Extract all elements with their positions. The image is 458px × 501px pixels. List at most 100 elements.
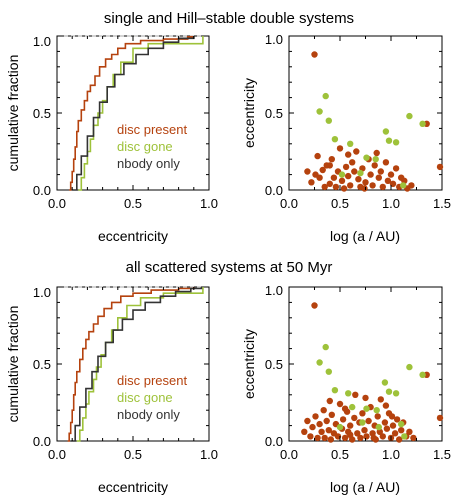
legend-disc-present: disc present xyxy=(117,373,187,388)
scatter-point-disc-present xyxy=(410,434,417,442)
scatter-point-disc-gone xyxy=(382,128,390,135)
scatter-point-disc-present xyxy=(309,423,316,431)
scatter-point-disc-present xyxy=(388,413,396,420)
scatter-point-disc-gone xyxy=(347,140,354,147)
scatter-point-disc-gone xyxy=(398,420,405,428)
scatter-point-disc-gone xyxy=(331,387,339,394)
scatter-point-disc-gone xyxy=(322,343,329,351)
scatter-point-disc-present xyxy=(347,422,354,429)
cdf-y-tick-marks xyxy=(57,286,209,442)
scatter-point-disc-present xyxy=(336,400,344,408)
scatter-point-disc-present xyxy=(311,302,318,309)
cdf-line-disc-present xyxy=(69,36,195,191)
scatter-y-tick-label: 0.0 xyxy=(265,183,283,198)
scatter-panel: 0.0 0.5 1.0 1.5 0.0 0.5 1.0 log (a / AU)… xyxy=(241,32,451,244)
scatter-point-disc-present xyxy=(387,171,395,178)
scatter-point-disc-present xyxy=(351,414,358,422)
scatter-point-disc-gone xyxy=(349,403,356,411)
scatter-x-tick-label: 0.5 xyxy=(331,196,349,211)
scatter-point-disc-present xyxy=(304,417,311,425)
scatter-point-disc-present xyxy=(393,416,401,423)
scatter-point-disc-present xyxy=(361,185,368,192)
scatter-point-disc-present xyxy=(374,413,381,420)
scatter-point-disc-gone xyxy=(345,390,352,397)
scatter-point-disc-present xyxy=(326,162,333,169)
scatter-point-disc-gone xyxy=(325,368,332,375)
cdf-line-disc-present xyxy=(67,287,195,442)
scatter-point-disc-present xyxy=(327,436,334,443)
scatter-point-disc-present xyxy=(391,430,399,437)
cdf-y-tick-label: 1.0 xyxy=(33,34,51,49)
scatter-point-disc-gone xyxy=(373,407,380,414)
cdf-y-tick-marks xyxy=(57,35,209,191)
scatter-x-tick-label: 1.5 xyxy=(433,447,451,462)
scatter-point-disc-gone xyxy=(338,171,346,178)
scatter-point-disc-present xyxy=(311,51,318,58)
scatter-plot-frame xyxy=(288,286,443,442)
scatter-point-disc-present xyxy=(363,433,370,440)
scatter-point-disc-present xyxy=(336,145,344,152)
scatter-y-axis-label: eccentricity xyxy=(241,329,257,399)
scatter-point-disc-present xyxy=(332,183,340,191)
cdf-x-tick-marks xyxy=(56,36,210,190)
scatter-y-tick-label: 0.0 xyxy=(265,434,283,449)
cdf-x-tick-label: 0.5 xyxy=(124,447,142,462)
scatter-point-disc-present xyxy=(345,172,352,180)
scatter-point-disc-present xyxy=(338,177,346,184)
scatter-point-disc-present xyxy=(384,177,392,184)
scatter-x-tick-label: 0.0 xyxy=(280,196,298,211)
scatter-x-tick-label: 0.0 xyxy=(280,447,298,462)
scatter-point-disc-gone xyxy=(322,92,329,100)
scatter-point-disc-present xyxy=(352,391,359,398)
scatter-point-disc-present xyxy=(351,168,358,175)
scatter-point-disc-present xyxy=(349,159,356,166)
cdf-x-tick-label: 1.0 xyxy=(200,196,218,211)
scatter-point-disc-present xyxy=(370,434,377,442)
scatter-point-disc-present xyxy=(312,413,319,420)
scatter-point-disc-present xyxy=(345,151,352,158)
cdf-panel: 0.0 0.5 1.0 0.0 0.5 1.0 eccentricity cum… xyxy=(5,34,218,244)
scatter-point-disc-present xyxy=(369,182,376,189)
scatter-point-disc-present xyxy=(379,183,386,191)
cdf-series-layer xyxy=(67,287,204,442)
scatter-point-disc-present xyxy=(341,434,349,442)
scatter-point-disc-gone xyxy=(357,169,364,177)
scatter-point-disc-present xyxy=(323,417,330,425)
scatter-point-disc-present xyxy=(362,179,369,186)
scatter-point-disc-gone xyxy=(385,137,393,144)
cdf-y-tick-label: 0.0 xyxy=(33,434,51,449)
cdf-x-tick-label: 0.0 xyxy=(48,196,66,211)
cdf-x-tick-label: 1.0 xyxy=(200,447,218,462)
scatter-x-tick-label: 1.0 xyxy=(382,196,400,211)
scatter-y-tick-label: 0.5 xyxy=(265,357,283,372)
scatter-point-disc-present xyxy=(330,174,338,181)
legend-disc-present: disc present xyxy=(117,122,187,137)
scatter-point-disc-present xyxy=(436,414,444,422)
cdf-x-tick-marks xyxy=(56,287,210,441)
scatter-point-disc-present xyxy=(355,176,362,183)
scatter-panel: 0.0 0.5 1.0 1.5 0.0 0.5 1.0 log (a / AU)… xyxy=(241,283,451,495)
scatter-point-disc-present xyxy=(304,168,311,175)
legend-disc-gone: disc gone xyxy=(117,390,173,405)
scatter-plot-frame xyxy=(288,35,443,191)
scatter-point-disc-present xyxy=(396,436,403,443)
scatter-point-disc-gone xyxy=(406,363,413,371)
cdf-y-tick-label: 1.0 xyxy=(33,285,51,300)
row-title: single and Hill–stable double systems xyxy=(104,10,354,27)
scatter-point-disc-gone xyxy=(375,423,382,431)
scatter-point-disc-present xyxy=(408,182,415,189)
scatter-point-disc-present xyxy=(326,397,333,405)
scatter-point-disc-present xyxy=(326,180,333,187)
scatter-point-disc-gone xyxy=(325,117,332,124)
scatter-point-disc-present xyxy=(340,185,348,192)
scatter-point-disc-present xyxy=(328,411,335,418)
scatter-point-disc-present xyxy=(328,156,335,163)
scatter-y-tick-marks xyxy=(289,35,442,191)
scatter-point-disc-present xyxy=(314,152,321,160)
scatter-point-disc-gone xyxy=(400,182,407,189)
scatter-point-disc-gone xyxy=(316,359,323,366)
scatter-point-disc-gone xyxy=(316,108,323,115)
cdf-y-tick-label: 0.5 xyxy=(33,357,51,372)
scatter-points-layer xyxy=(304,51,444,192)
